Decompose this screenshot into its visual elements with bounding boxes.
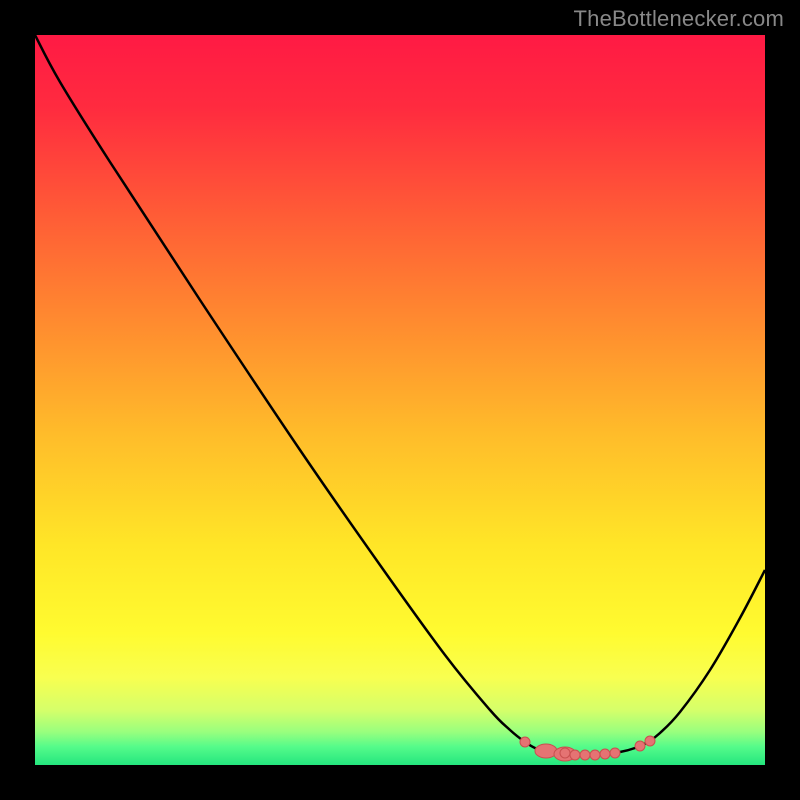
marker-point: [645, 736, 655, 746]
marker-point: [570, 750, 580, 760]
chart-frame: TheBottlenecker.com: [0, 0, 800, 800]
marker-point: [580, 750, 590, 760]
chart-svg: [0, 0, 800, 800]
watermark-text: TheBottlenecker.com: [574, 6, 784, 32]
marker-point: [600, 749, 610, 759]
plot-background: [35, 35, 765, 765]
marker-point: [590, 750, 600, 760]
marker-oblong: [535, 744, 557, 758]
marker-point: [610, 748, 620, 758]
marker-point: [520, 737, 530, 747]
marker-point: [560, 748, 570, 758]
marker-point: [635, 741, 645, 751]
